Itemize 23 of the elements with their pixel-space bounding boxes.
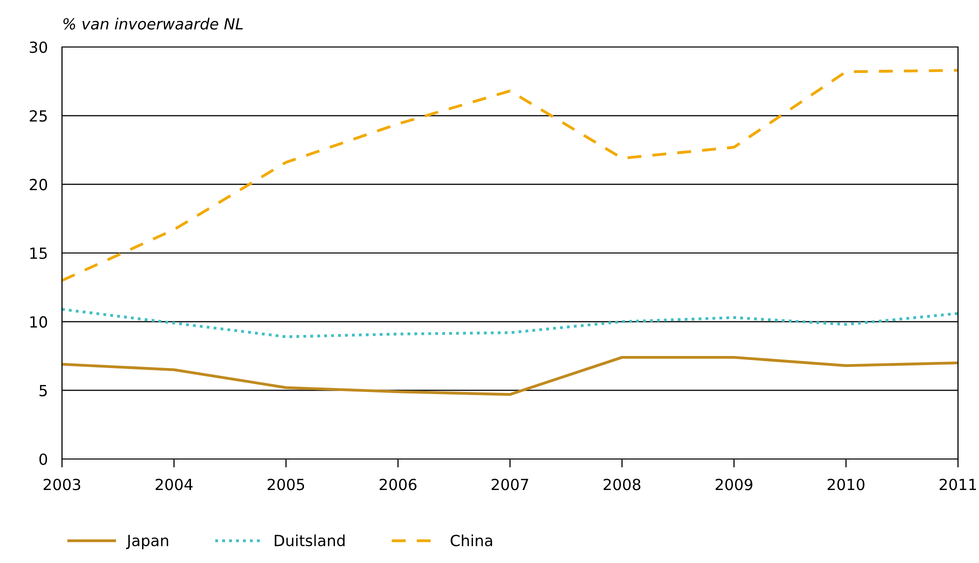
- x-tick-label: 2011: [940, 478, 976, 490]
- y-tick-label: 20: [30, 178, 48, 190]
- x-tick-label: 2004: [156, 478, 193, 490]
- y-tick-label: 30: [30, 41, 48, 54]
- y-axis-title: % van invoerwaarde NL: [63, 18, 243, 30]
- legend-label: China: [450, 534, 492, 546]
- y-tick-label: 0: [39, 453, 48, 466]
- y-tick-label: 10: [30, 316, 48, 328]
- y-tick-label: 25: [30, 110, 47, 122]
- line-series: [62, 68, 958, 282]
- x-tick-label: 2003: [44, 478, 80, 490]
- x-tick-label: 2008: [604, 478, 640, 490]
- y-tick-label: 15: [30, 248, 47, 260]
- line-series: [62, 356, 958, 396]
- x-tick-label: 2006: [380, 478, 416, 490]
- x-tick-label: 2010: [828, 478, 864, 490]
- legend-label: Japan: [126, 534, 168, 550]
- x-tick-label: 2005: [268, 478, 304, 490]
- legend-label: Duitsland: [274, 534, 345, 546]
- line-series: [62, 308, 958, 338]
- y-tick-label: 5: [40, 385, 47, 396]
- x-tick-label: 2007: [492, 478, 528, 490]
- x-tick-label: 2009: [716, 478, 752, 490]
